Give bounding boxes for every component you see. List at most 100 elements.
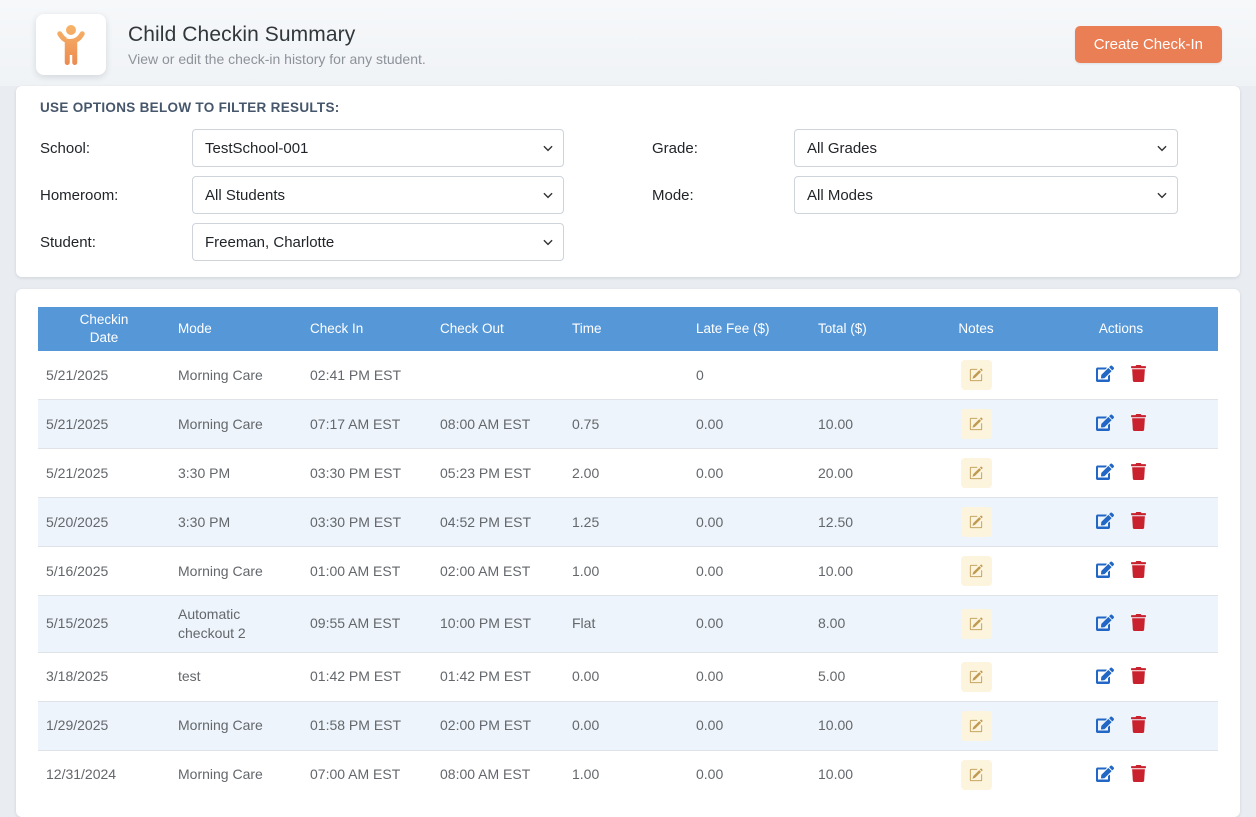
grade-filter-label: Grade: bbox=[652, 139, 698, 157]
pen-to-square-icon bbox=[1095, 365, 1114, 383]
cell-mode: Morning Care bbox=[170, 700, 302, 751]
edit-row-button[interactable] bbox=[1095, 365, 1114, 385]
cell-total: 20.00 bbox=[810, 448, 928, 498]
edit-row-button[interactable] bbox=[1095, 463, 1114, 483]
cell-check-in: 03:30 PM EST bbox=[302, 497, 432, 547]
cell-mode: 3:30 PM bbox=[170, 448, 302, 498]
note-edit-button[interactable] bbox=[960, 759, 992, 790]
delete-row-button[interactable] bbox=[1131, 666, 1147, 687]
table-row: 5/21/2025 Morning Care 02:41 PM EST 0 bbox=[38, 351, 1218, 400]
pencil-square-outline-icon bbox=[969, 368, 983, 382]
student-select[interactable]: Freeman, Charlotte bbox=[192, 223, 564, 261]
table-row: 5/21/2025 3:30 PM 03:30 PM EST 05:23 PM … bbox=[38, 448, 1218, 498]
edit-row-button[interactable] bbox=[1095, 716, 1114, 736]
note-edit-button[interactable] bbox=[960, 507, 992, 537]
cell-check-out: 02:00 PM EST bbox=[432, 700, 564, 751]
school-filter-row: School: TestSchool-001 bbox=[40, 129, 586, 167]
cell-actions bbox=[1024, 448, 1218, 498]
pen-to-square-icon bbox=[1095, 512, 1114, 530]
cell-actions bbox=[1024, 546, 1218, 596]
pencil-square-outline-icon bbox=[969, 466, 983, 480]
cell-check-out: 02:00 AM EST bbox=[432, 546, 564, 596]
create-checkin-button[interactable]: Create Check-In bbox=[1074, 26, 1222, 63]
school-filter-label: School: bbox=[40, 139, 91, 157]
cell-check-out: 08:00 AM EST bbox=[432, 399, 564, 449]
delete-row-button[interactable] bbox=[1131, 512, 1147, 532]
table-row: 3/18/2025 test 01:42 PM EST 01:42 PM EST… bbox=[38, 651, 1218, 702]
col-header-notes: Notes bbox=[928, 307, 1024, 351]
note-edit-button[interactable] bbox=[960, 661, 992, 692]
mode-filter-row: Mode: All Modes bbox=[652, 176, 1216, 214]
note-edit-button[interactable] bbox=[960, 556, 992, 586]
cell-total: 10.00 bbox=[810, 700, 928, 751]
cell-late-fee: 0.00 bbox=[688, 700, 810, 751]
cell-notes bbox=[928, 497, 1024, 547]
note-edit-button[interactable] bbox=[960, 710, 992, 741]
note-edit-button[interactable] bbox=[960, 409, 992, 439]
cell-actions bbox=[1024, 700, 1218, 751]
col-header-time: Time bbox=[564, 307, 688, 351]
pen-to-square-icon bbox=[1095, 463, 1114, 481]
cell-total bbox=[810, 351, 928, 400]
cell-check-out: 08:00 AM EST bbox=[432, 749, 564, 799]
col-header-total: Total ($) bbox=[810, 307, 928, 351]
cell-total: 10.00 bbox=[810, 399, 928, 449]
cell-checkin-date: 5/16/2025 bbox=[38, 546, 170, 596]
delete-row-button[interactable] bbox=[1131, 764, 1147, 785]
cell-actions bbox=[1024, 595, 1218, 653]
cell-check-in: 01:58 PM EST bbox=[302, 700, 432, 751]
delete-row-button[interactable] bbox=[1131, 561, 1147, 581]
pencil-square-outline-icon bbox=[969, 719, 983, 732]
page-subtitle: View or edit the check-in history for an… bbox=[128, 50, 426, 67]
trash-icon bbox=[1131, 666, 1147, 684]
filter-panel: USE OPTIONS BELOW TO FILTER RESULTS: Sch… bbox=[16, 86, 1240, 277]
delete-row-button[interactable] bbox=[1131, 715, 1147, 736]
cell-total: 10.00 bbox=[810, 749, 928, 799]
pencil-square-outline-icon bbox=[969, 768, 983, 781]
grade-select[interactable]: All Grades bbox=[794, 129, 1178, 167]
mode-select[interactable]: All Modes bbox=[794, 176, 1178, 214]
cell-time: 2.00 bbox=[564, 448, 688, 498]
homeroom-select[interactable]: All Students bbox=[192, 176, 564, 214]
cell-check-out: 10:00 PM EST bbox=[432, 595, 564, 653]
checkin-table-card: Checkin Date Mode Check In Check Out Tim… bbox=[16, 289, 1240, 817]
cell-time: 1.00 bbox=[564, 546, 688, 596]
edit-row-button[interactable] bbox=[1095, 414, 1114, 434]
trash-icon bbox=[1131, 512, 1147, 530]
pencil-square-outline-icon bbox=[969, 515, 983, 529]
pencil-square-outline-icon bbox=[969, 617, 983, 631]
pencil-square-outline-icon bbox=[969, 670, 983, 683]
table-row: 5/15/2025 Automatic checkout 2 09:55 AM … bbox=[38, 595, 1218, 653]
note-edit-button[interactable] bbox=[960, 360, 992, 390]
note-edit-button[interactable] bbox=[960, 458, 992, 488]
cell-mode: 3:30 PM bbox=[170, 497, 302, 547]
delete-row-button[interactable] bbox=[1131, 365, 1147, 385]
cell-checkin-date: 5/21/2025 bbox=[46, 366, 109, 383]
cell-late-fee: 0.00 bbox=[688, 749, 810, 799]
cell-mode: test bbox=[170, 651, 302, 702]
cell-late-fee: 0.00 bbox=[688, 497, 810, 547]
delete-row-button[interactable] bbox=[1131, 414, 1147, 434]
note-edit-button[interactable] bbox=[960, 608, 992, 639]
trash-icon bbox=[1131, 561, 1147, 579]
col-header-actions: Actions bbox=[1024, 307, 1218, 351]
edit-row-button[interactable] bbox=[1095, 561, 1114, 581]
cell-check-in: 02:41 PM EST bbox=[310, 366, 402, 383]
cell-mode: Morning Care bbox=[170, 399, 302, 449]
cell-check-in: 07:17 AM EST bbox=[302, 399, 432, 449]
edit-row-button[interactable] bbox=[1095, 667, 1114, 687]
edit-row-button[interactable] bbox=[1095, 512, 1114, 532]
cell-check-out: 05:23 PM EST bbox=[432, 448, 564, 498]
cell-late-fee: 0.00 bbox=[688, 651, 810, 702]
page-header: Child Checkin Summary View or edit the c… bbox=[0, 0, 1256, 86]
student-filter-row: Student: Freeman, Charlotte bbox=[40, 223, 586, 261]
pen-to-square-icon bbox=[1095, 765, 1114, 782]
cell-notes bbox=[928, 351, 1024, 400]
delete-row-button[interactable] bbox=[1131, 614, 1147, 634]
cell-mode: Automatic checkout 2 bbox=[170, 595, 302, 653]
delete-row-button[interactable] bbox=[1131, 463, 1147, 483]
school-select[interactable]: TestSchool-001 bbox=[192, 129, 564, 167]
table-row: 1/29/2025 Morning Care 01:58 PM EST 02:0… bbox=[38, 700, 1218, 751]
edit-row-button[interactable] bbox=[1095, 765, 1114, 785]
edit-row-button[interactable] bbox=[1095, 614, 1114, 634]
